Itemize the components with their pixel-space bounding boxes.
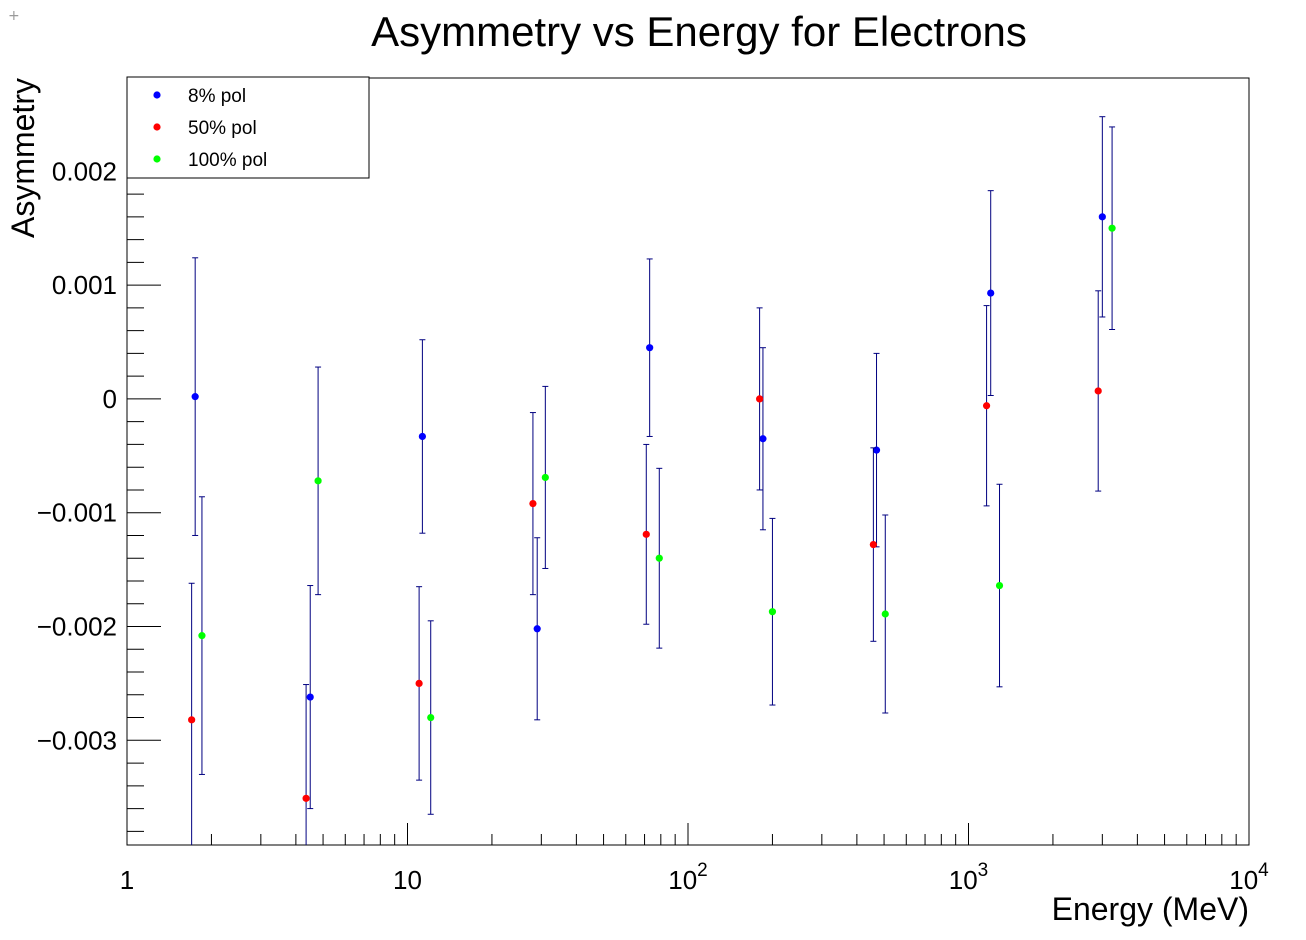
legend-marker <box>153 155 161 163</box>
x-axis-label: Energy (MeV) <box>1052 891 1249 927</box>
data-point <box>418 432 426 441</box>
data-point <box>1098 213 1106 221</box>
plot-frame <box>126 77 1250 846</box>
data-point <box>995 581 1004 590</box>
data-point <box>1108 224 1116 232</box>
data-point <box>415 679 423 688</box>
x-tick-label: 10 <box>393 865 422 895</box>
legend-label: 8% pol <box>188 86 246 107</box>
x-tick-label: 102 <box>668 860 708 895</box>
data-point <box>759 435 767 443</box>
legend-marker <box>153 91 161 99</box>
data-point <box>541 473 549 482</box>
data-point <box>306 693 314 701</box>
data-point <box>768 608 777 616</box>
data-point <box>987 289 995 297</box>
data-point <box>982 402 991 410</box>
data-point <box>427 713 435 722</box>
legend-box <box>126 76 370 179</box>
legend-marker <box>153 123 161 131</box>
y-tick-label: 0.002 <box>52 156 117 186</box>
data-point <box>756 395 764 403</box>
data-point <box>646 344 654 352</box>
data-point <box>881 610 889 618</box>
window-corner-glyph: + <box>8 8 20 24</box>
data-point <box>314 477 322 485</box>
chart-title: Asymmetry vs Energy for Electrons <box>371 8 1027 55</box>
data-point <box>302 794 310 802</box>
data-point <box>529 500 537 508</box>
y-tick-label: −0.001 <box>37 498 117 528</box>
data-point <box>1094 387 1102 395</box>
legend-label: 100% pol <box>188 150 267 171</box>
y-tick-label: −0.003 <box>37 725 117 755</box>
data-point <box>191 393 199 401</box>
y-axis-label: Asymmetry <box>5 78 41 238</box>
data-point <box>655 554 663 562</box>
data-point <box>642 530 650 538</box>
y-tick-label: 0 <box>103 384 117 414</box>
legend-label: 50% pol <box>188 118 257 139</box>
data-point <box>188 716 196 724</box>
x-tick-label: 103 <box>949 860 989 895</box>
data-point <box>869 540 877 549</box>
data-point <box>533 625 541 633</box>
x-tick-label: 104 <box>1229 860 1269 895</box>
y-tick-label: −0.002 <box>37 612 117 642</box>
y-tick-label: 0.001 <box>52 270 117 300</box>
data-point <box>198 632 206 640</box>
x-tick-label: 1 <box>120 865 134 895</box>
